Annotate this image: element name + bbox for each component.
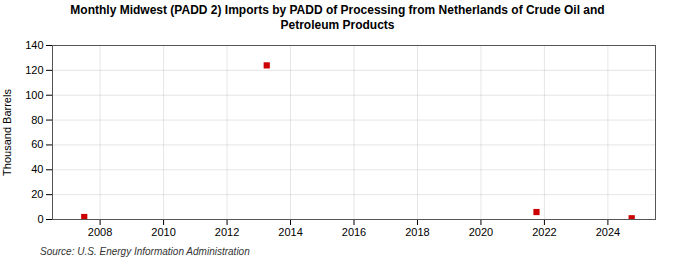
svg-text:2018: 2018 xyxy=(405,226,429,238)
svg-text:2010: 2010 xyxy=(151,226,175,238)
svg-text:2012: 2012 xyxy=(215,226,239,238)
html-text:Monthly Midwest (PADD 2) Impor: Monthly Midwest (PADD 2) Imports by PADD… xyxy=(70,3,605,32)
html-text:Source: U.S. Energy Informatio: Source: U.S. Energy Information Administ… xyxy=(40,246,250,257)
svg-text:140: 140 xyxy=(25,39,43,51)
svg-text:0: 0 xyxy=(37,213,43,225)
svg-text:2016: 2016 xyxy=(342,226,366,238)
svg-text:80: 80 xyxy=(31,114,43,126)
svg-text:60: 60 xyxy=(31,138,43,150)
svg-text:40: 40 xyxy=(31,163,43,175)
svg-text:2014: 2014 xyxy=(278,226,302,238)
svg-text:2020: 2020 xyxy=(469,226,493,238)
svg-text:2022: 2022 xyxy=(532,226,556,238)
svg-text:Thousand Barrels: Thousand Barrels xyxy=(1,89,13,176)
svg-text:20: 20 xyxy=(31,188,43,200)
svg-text:120: 120 xyxy=(25,64,43,76)
svg-text:2008: 2008 xyxy=(88,226,112,238)
svg-text:2024: 2024 xyxy=(596,226,620,238)
svg-text:100: 100 xyxy=(25,89,43,101)
